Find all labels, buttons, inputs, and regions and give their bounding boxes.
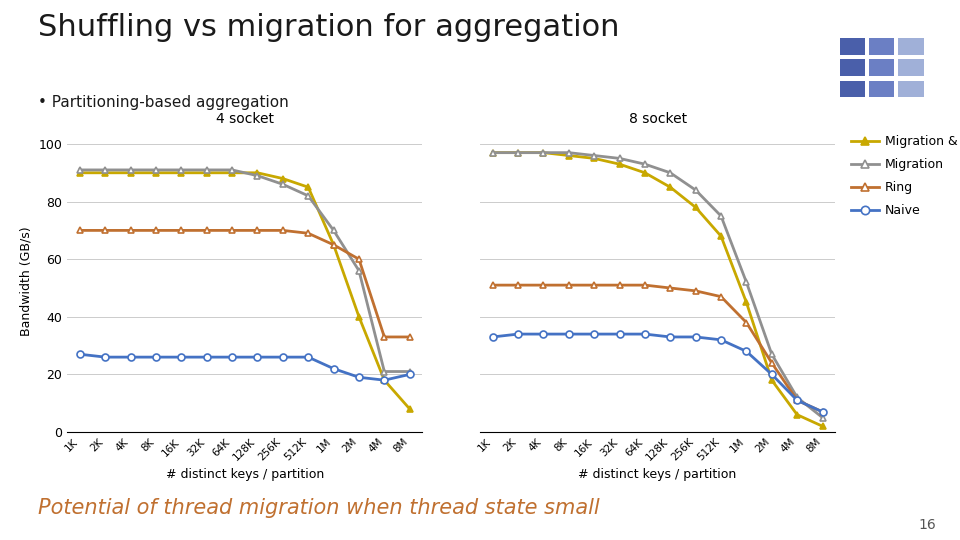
FancyBboxPatch shape (869, 38, 895, 55)
FancyBboxPatch shape (869, 80, 895, 97)
Title: 8 socket: 8 socket (629, 112, 686, 126)
FancyBboxPatch shape (840, 80, 865, 97)
FancyBboxPatch shape (840, 38, 865, 55)
Y-axis label: Bandwidth (GB/s): Bandwidth (GB/s) (20, 226, 33, 336)
Text: Shuffling vs migration for aggregation: Shuffling vs migration for aggregation (38, 14, 620, 43)
FancyBboxPatch shape (899, 38, 924, 55)
X-axis label: # distinct keys / partition: # distinct keys / partition (579, 468, 736, 481)
X-axis label: # distinct keys / partition: # distinct keys / partition (166, 468, 324, 481)
FancyBboxPatch shape (899, 59, 924, 76)
Text: 16: 16 (919, 518, 936, 532)
FancyBboxPatch shape (899, 80, 924, 97)
Title: 4 socket: 4 socket (216, 112, 274, 126)
FancyBboxPatch shape (869, 59, 895, 76)
FancyBboxPatch shape (840, 59, 865, 76)
Text: • Partitioning-based aggregation: • Partitioning-based aggregation (38, 94, 289, 110)
Legend: Migration & copy, Migration, Ring, Naive: Migration & copy, Migration, Ring, Naive (847, 131, 960, 222)
Text: Potential of thread migration when thread state small: Potential of thread migration when threa… (38, 498, 600, 518)
